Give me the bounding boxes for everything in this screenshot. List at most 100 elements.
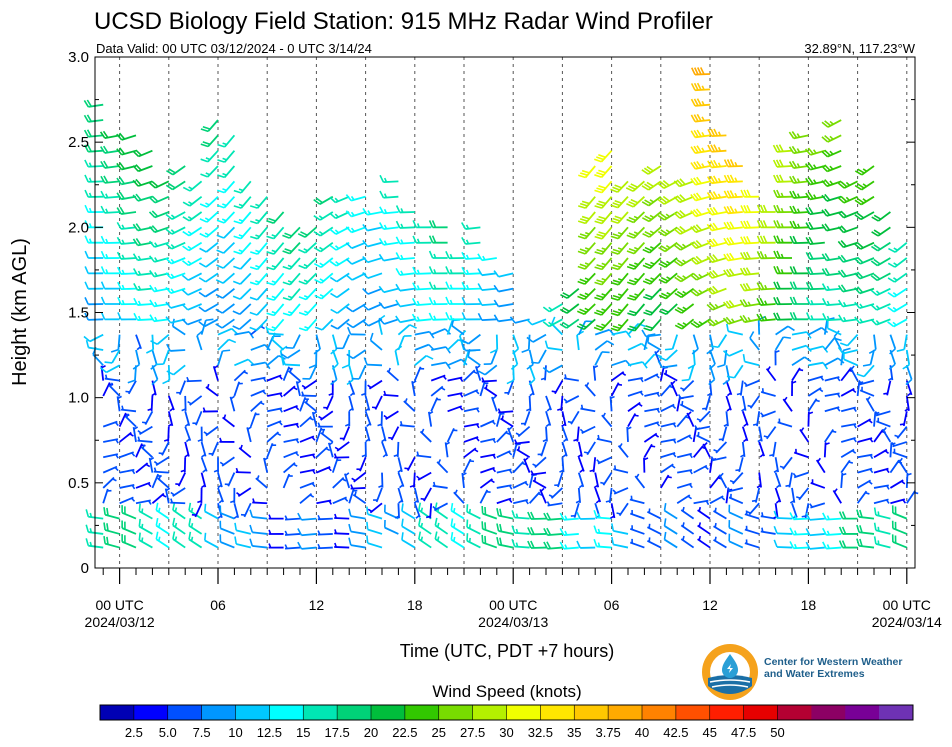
- barb-feather: [747, 301, 752, 306]
- wind-barb: [722, 316, 744, 325]
- barb-shaft: [481, 318, 497, 322]
- barb-shaft: [427, 411, 433, 427]
- barb-feather: [185, 438, 191, 443]
- barb-feather: [649, 214, 655, 219]
- barb-feather: [605, 500, 611, 503]
- wind-barb: [694, 425, 711, 431]
- wind-barb: [854, 256, 875, 265]
- wind-barb: [561, 426, 569, 443]
- wind-barb: [393, 441, 400, 458]
- barb-feather: [883, 392, 888, 395]
- colorbar-swatch: [811, 705, 846, 720]
- wind-barb: [378, 472, 384, 488]
- barb-feather: [665, 213, 671, 218]
- wind-barb: [854, 180, 875, 191]
- barb-feather: [840, 240, 847, 247]
- barb-shaft: [532, 479, 547, 489]
- barb-feather: [840, 254, 847, 262]
- wind-barb: [583, 441, 596, 456]
- barb-feather: [158, 475, 162, 480]
- wind-barb: [475, 364, 482, 381]
- barb-shaft: [250, 376, 266, 382]
- barb-feather: [135, 238, 142, 246]
- barb-feather: [416, 451, 420, 456]
- barb-shaft: [602, 472, 613, 486]
- barb-feather: [485, 384, 488, 389]
- barb-feather: [638, 403, 643, 407]
- barb-feather: [584, 247, 590, 251]
- wind-barb: [334, 513, 350, 520]
- barb-feather: [617, 308, 623, 312]
- wind-barb: [594, 226, 613, 240]
- barb-feather: [182, 245, 190, 252]
- wind-barb: [181, 287, 202, 296]
- barb-feather: [682, 322, 688, 326]
- barb-shaft: [490, 349, 498, 365]
- barb-feather: [461, 251, 467, 260]
- barb-feather: [105, 208, 109, 214]
- barb-shaft: [809, 546, 825, 550]
- barb-feather: [612, 294, 621, 299]
- barb-feather: [723, 190, 729, 199]
- barb-feather: [453, 507, 456, 513]
- wind-barb: [367, 502, 383, 514]
- wind-barb: [170, 487, 186, 497]
- barb-feather: [345, 226, 353, 233]
- barb-feather: [151, 180, 159, 188]
- barb-feather: [634, 262, 639, 266]
- barb-feather: [644, 183, 652, 189]
- barb-feather: [873, 522, 877, 531]
- barb-shaft: [250, 361, 266, 367]
- barb-shaft: [498, 410, 514, 414]
- barb-shaft: [252, 531, 268, 535]
- wind-barb: [868, 334, 877, 355]
- barb-feather: [780, 269, 784, 274]
- y-axis: 00.51.01.52.02.53.0: [68, 49, 915, 577]
- barb-feather: [166, 169, 174, 176]
- barb-feather: [133, 312, 139, 321]
- wind-barb: [428, 297, 448, 306]
- barb-feather: [596, 264, 605, 268]
- barb-feather: [188, 201, 193, 205]
- barb-feather: [165, 184, 174, 191]
- barb-feather: [477, 312, 483, 321]
- barb-feather: [314, 278, 322, 284]
- barb-feather: [892, 306, 898, 311]
- barb-feather: [610, 395, 615, 400]
- wind-barb: [512, 442, 521, 458]
- barb-feather: [330, 324, 339, 330]
- barb-shaft: [680, 509, 695, 520]
- barb-feather: [319, 246, 324, 251]
- wind-barb: [641, 211, 662, 223]
- barb-feather: [433, 253, 437, 259]
- wind-barb: [282, 272, 301, 286]
- wind-barb: [100, 235, 120, 244]
- barb-shaft: [320, 410, 334, 421]
- wind-barb: [117, 312, 137, 321]
- barb-feather: [492, 438, 497, 444]
- wind-barb: [301, 379, 317, 390]
- barb-shaft: [728, 511, 744, 520]
- wind-barb: [676, 452, 693, 459]
- barb-feather: [362, 255, 369, 263]
- barb-feather: [868, 348, 877, 355]
- barb-feather: [805, 222, 811, 230]
- wind-barb: [626, 272, 646, 286]
- barb-feather: [859, 318, 864, 323]
- wind-barb: [610, 303, 629, 317]
- colorbar-swatch: [709, 705, 744, 720]
- barb-shaft: [791, 331, 807, 336]
- wind-barb: [216, 242, 236, 254]
- wind-barb: [897, 457, 908, 474]
- barb-feather: [190, 523, 194, 528]
- barb-feather: [265, 326, 270, 334]
- wind-barb: [219, 534, 235, 549]
- barb-shaft: [613, 543, 629, 549]
- barb-feather: [705, 500, 710, 506]
- wind-barb: [165, 226, 186, 235]
- wind-barb: [366, 535, 383, 549]
- barb-feather: [696, 82, 702, 91]
- barb-feather: [511, 525, 516, 534]
- wind-barb: [102, 488, 112, 504]
- wind-barb: [445, 312, 465, 321]
